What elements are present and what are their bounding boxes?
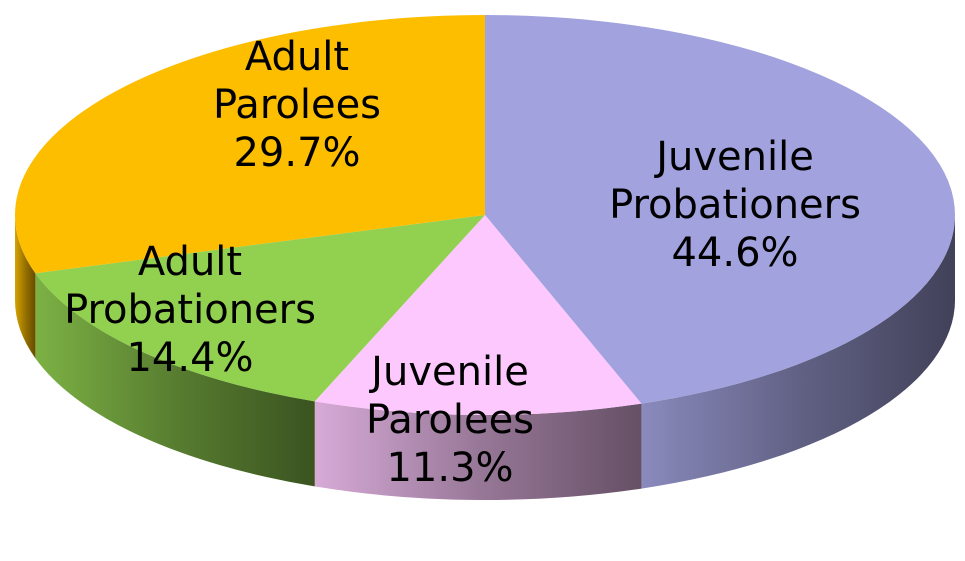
category-label: Juvenile Parolees	[365, 349, 535, 443]
value-label: 29.7%	[233, 130, 361, 176]
value-label: 11.3%	[386, 445, 514, 491]
slice	[35, 215, 485, 402]
slice-side-shade	[15, 215, 36, 359]
value-label: 44.6%	[671, 230, 799, 276]
slice-label: Juvenile Parolees 11.3%	[366, 348, 534, 492]
slice-side-shade	[35, 273, 315, 487]
slice-label: Juvenile Probationers 44.6%	[609, 133, 861, 277]
slice-side-shade	[641, 215, 955, 489]
slice-label: Adult Parolees 29.7%	[213, 33, 381, 177]
category-label: Adult Probationers	[64, 239, 316, 333]
slice-side-shade	[314, 401, 642, 500]
slice	[14, 15, 485, 274]
slice-label: Adult Probationers 14.4%	[64, 238, 316, 382]
value-label: 14.4%	[126, 335, 254, 381]
category-label: Juvenile Probationers	[609, 134, 861, 228]
category-label: Adult Parolees	[212, 34, 382, 128]
slice	[485, 15, 956, 404]
slice	[314, 215, 642, 415]
